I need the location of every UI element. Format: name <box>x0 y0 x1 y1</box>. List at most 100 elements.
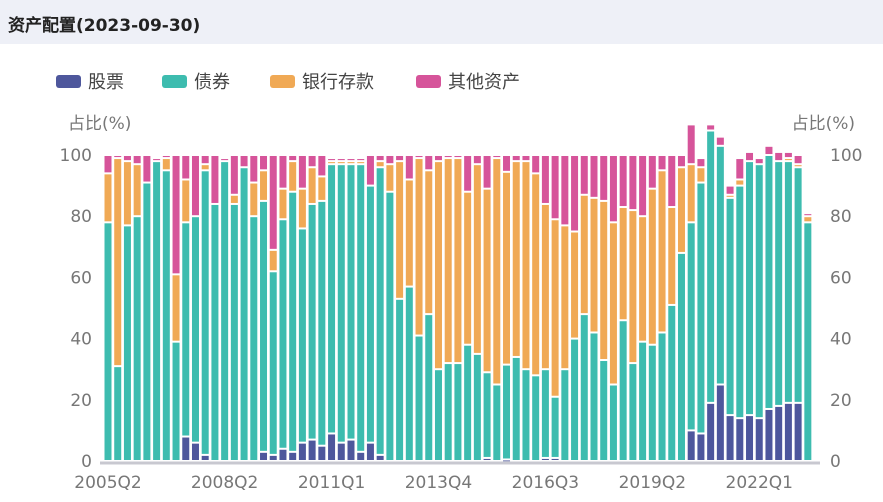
bar-2008Q1-series-1 <box>211 204 219 460</box>
bar-2020Q4-series-1 <box>707 131 715 402</box>
bar-2008Q4-series-3 <box>240 156 248 167</box>
bar-2009Q3-series-2 <box>269 250 277 271</box>
bar-2019Q4-series-1 <box>668 305 676 460</box>
bar-2018Q1-series-2 <box>600 201 608 360</box>
bar-2010Q2-series-2 <box>298 189 306 228</box>
x-tick-2016Q3: 2016Q3 <box>512 473 579 493</box>
bar-2006Q4-series-2 <box>162 159 170 170</box>
bar-2017Q4-series-1 <box>590 333 598 460</box>
bar-2010Q1-series-1 <box>289 192 297 451</box>
header-bar: 资产配置(2023-09-30) <box>0 0 883 44</box>
bar-2020Q1-series-1 <box>677 253 685 460</box>
bar-2021Q3-series-2 <box>736 180 744 185</box>
bar-2009Q3-series-1 <box>269 272 277 454</box>
bar-2018Q2-series-2 <box>609 223 617 384</box>
x-tick-2019Q2: 2019Q2 <box>619 473 686 493</box>
bar-2023Q1-series-2 <box>794 165 802 167</box>
x-tick-2005Q2: 2005Q2 <box>74 473 141 493</box>
bar-2019Q2-series-3 <box>648 156 656 188</box>
x-tick-2013Q4: 2013Q4 <box>405 473 472 493</box>
bar-2007Q3-series-3 <box>191 156 199 216</box>
bar-2015Q2-series-1 <box>493 385 501 460</box>
bar-2021Q2-series-2 <box>726 195 734 197</box>
bar-2022Q4-series-3 <box>784 152 792 158</box>
bar-2006Q3-series-1 <box>153 162 161 460</box>
bar-2012Q2-series-2 <box>376 162 384 167</box>
y-tick-left-80: 80 <box>70 207 92 227</box>
bar-2019Q1-series-3 <box>639 156 647 216</box>
bar-2012Q2-series-3 <box>376 156 384 161</box>
bar-2022Q2-series-3 <box>765 146 773 154</box>
bar-2020Q1-series-2 <box>677 168 685 252</box>
bar-2014Q4-series-3 <box>473 156 481 164</box>
bar-2006Q1-series-2 <box>133 165 141 216</box>
bar-2019Q4-series-3 <box>668 156 676 207</box>
bar-2014Q3-series-2 <box>464 192 472 344</box>
bar-2020Q3-series-1 <box>697 183 705 433</box>
bar-2022Q3-series-0 <box>775 406 783 460</box>
bar-2016Q2-series-3 <box>532 156 540 173</box>
bar-2014Q2-series-2 <box>454 159 462 363</box>
bar-2013Q3-series-2 <box>425 171 433 314</box>
bar-2015Q1-series-2 <box>483 189 491 372</box>
bar-2014Q4-series-2 <box>473 165 481 353</box>
bar-2009Q1-series-3 <box>250 156 258 182</box>
bar-2015Q4-series-1 <box>512 357 520 460</box>
bar-2008Q3-series-3 <box>230 156 238 194</box>
bar-2015Q1-series-1 <box>483 373 491 457</box>
y-tick-right-40: 40 <box>830 330 852 350</box>
bar-2011Q4-series-0 <box>357 452 365 460</box>
bar-2019Q2-series-2 <box>648 189 656 344</box>
bar-2010Q4-series-2 <box>318 177 326 200</box>
bar-2015Q2-series-2 <box>493 159 501 384</box>
bar-2013Q4-series-3 <box>434 156 442 161</box>
bar-2008Q3-series-1 <box>230 204 238 460</box>
bar-2016Q2-series-1 <box>532 376 540 460</box>
bar-2007Q2-series-3 <box>182 156 190 179</box>
bar-2020Q2-series-1 <box>687 223 695 430</box>
bar-2016Q3-series-0 <box>541 458 549 460</box>
bar-2013Q3-series-1 <box>425 315 433 460</box>
bar-2010Q3-series-0 <box>308 440 316 460</box>
bar-2006Q1-series-1 <box>133 217 141 460</box>
bar-2021Q3-series-3 <box>736 159 744 179</box>
bar-2014Q1-series-1 <box>444 364 452 460</box>
bar-2009Q2-series-0 <box>260 452 268 460</box>
bar-2018Q1-series-1 <box>600 361 608 460</box>
bar-2014Q1-series-2 <box>444 159 452 363</box>
bar-2011Q3-series-3 <box>347 159 355 161</box>
bar-2011Q1-series-2 <box>328 162 336 164</box>
bar-2005Q4-series-2 <box>123 162 131 225</box>
page-title: 资产配置(2023-09-30) <box>8 16 201 36</box>
y-tick-right-100: 100 <box>830 146 862 166</box>
bar-2017Q3-series-2 <box>580 195 588 314</box>
x-tick-2022Q1: 2022Q1 <box>726 473 793 493</box>
bar-2012Q4-series-3 <box>396 156 404 161</box>
bar-2017Q4-series-2 <box>590 198 598 332</box>
bar-2023Q2-series-1 <box>804 223 812 460</box>
y-tick-right-0: 0 <box>830 452 841 472</box>
bar-2013Q1-series-3 <box>405 156 413 179</box>
bar-2010Q1-series-3 <box>289 156 297 161</box>
bar-2019Q1-series-1 <box>639 342 647 460</box>
legend-swatch-3 <box>416 75 441 88</box>
bar-2019Q2-series-1 <box>648 345 656 460</box>
bar-2015Q3-series-0 <box>503 460 511 462</box>
bar-2007Q4-series-3 <box>201 156 209 164</box>
bar-2016Q3-series-2 <box>541 204 549 369</box>
bar-2021Q4-series-3 <box>746 152 754 161</box>
bar-2007Q1-series-1 <box>172 342 180 460</box>
y-tick-left-20: 20 <box>70 391 92 411</box>
legend-label-3: 其他资产 <box>448 72 520 93</box>
bar-2017Q3-series-1 <box>580 315 588 460</box>
bar-2021Q1-series-0 <box>716 385 724 460</box>
y-tick-left-0: 0 <box>81 452 92 472</box>
bar-2019Q3-series-1 <box>658 333 666 460</box>
x-tick-2008Q2: 2008Q2 <box>191 473 258 493</box>
bar-2009Q4-series-1 <box>279 220 287 448</box>
bar-2012Q3-series-1 <box>386 192 394 460</box>
bar-2021Q4-series-0 <box>746 416 754 460</box>
bar-2006Q2-series-3 <box>143 156 151 182</box>
bar-2010Q4-series-1 <box>318 201 326 445</box>
bar-2017Q3-series-3 <box>580 156 588 194</box>
